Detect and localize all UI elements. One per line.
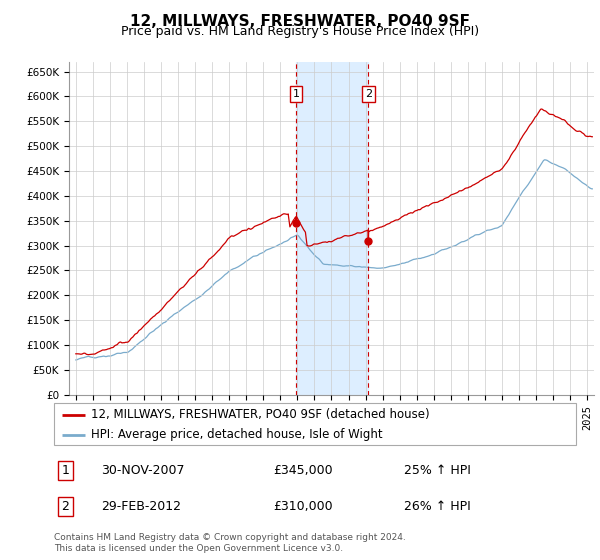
- Text: 30-NOV-2007: 30-NOV-2007: [101, 464, 184, 477]
- Text: 12, MILLWAYS, FRESHWATER, PO40 9SF: 12, MILLWAYS, FRESHWATER, PO40 9SF: [130, 14, 470, 29]
- Text: 2: 2: [62, 500, 70, 513]
- Text: 29-FEB-2012: 29-FEB-2012: [101, 500, 181, 513]
- Text: 25% ↑ HPI: 25% ↑ HPI: [404, 464, 470, 477]
- Text: £345,000: £345,000: [273, 464, 333, 477]
- Bar: [296, 62, 368, 395]
- Text: 2: 2: [365, 89, 372, 99]
- Text: 12, MILLWAYS, FRESHWATER, PO40 9SF (detached house): 12, MILLWAYS, FRESHWATER, PO40 9SF (deta…: [91, 408, 429, 422]
- Text: 1: 1: [293, 89, 299, 99]
- Text: Price paid vs. HM Land Registry's House Price Index (HPI): Price paid vs. HM Land Registry's House …: [121, 25, 479, 38]
- Text: HPI: Average price, detached house, Isle of Wight: HPI: Average price, detached house, Isle…: [91, 428, 382, 441]
- Text: 26% ↑ HPI: 26% ↑ HPI: [404, 500, 470, 513]
- Text: Contains HM Land Registry data © Crown copyright and database right 2024.
This d: Contains HM Land Registry data © Crown c…: [54, 533, 406, 553]
- Text: £310,000: £310,000: [273, 500, 333, 513]
- FancyBboxPatch shape: [54, 403, 576, 445]
- Text: 1: 1: [62, 464, 70, 477]
